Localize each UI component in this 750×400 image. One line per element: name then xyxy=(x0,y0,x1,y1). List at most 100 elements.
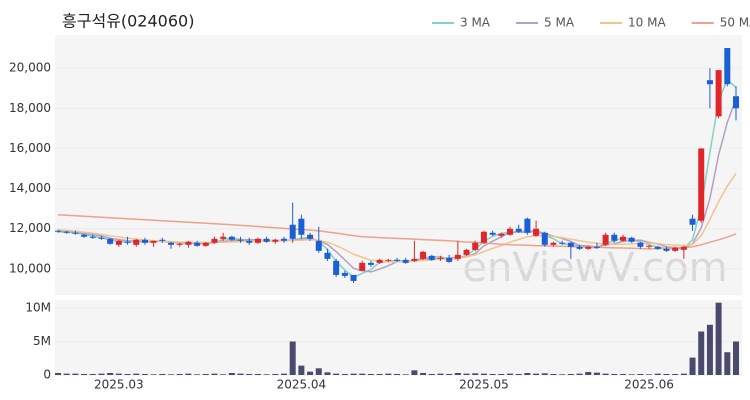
volume-bar xyxy=(446,373,453,375)
ma-line xyxy=(57,173,737,263)
volume-bar xyxy=(211,373,218,375)
candle-body xyxy=(298,218,305,235)
candle-body xyxy=(672,247,679,251)
volume-bar xyxy=(715,302,722,375)
volume-bar xyxy=(654,373,661,375)
volume-bar xyxy=(81,373,88,375)
y-tick-label: 18,000 xyxy=(9,101,51,115)
candle-body xyxy=(141,239,148,243)
candle-body xyxy=(420,251,427,259)
candle-body xyxy=(228,236,235,240)
volume-bar xyxy=(637,373,644,375)
volume-bar xyxy=(263,374,270,375)
volume-bar xyxy=(350,373,357,375)
candle-body xyxy=(168,242,174,245)
candle-body xyxy=(55,230,61,232)
volume-bar xyxy=(98,373,105,375)
volume-bar xyxy=(341,373,348,375)
volume-bar xyxy=(402,374,409,375)
volume-bar xyxy=(585,371,592,375)
volume-bar xyxy=(663,373,670,375)
legend-label: 3 MA xyxy=(460,16,491,30)
candle-body xyxy=(385,259,392,261)
candle-body xyxy=(176,243,183,245)
volume-bar xyxy=(315,368,322,375)
candle-body xyxy=(472,242,479,250)
volume-bar xyxy=(185,373,192,375)
candle-body xyxy=(654,246,661,249)
y-tick-label: 5M xyxy=(33,334,51,348)
candle-body xyxy=(376,259,383,263)
candle-body xyxy=(98,237,105,239)
y-tick-label: 10M xyxy=(25,301,51,315)
legend-label: 10 MA xyxy=(628,16,666,30)
volume-bar xyxy=(480,373,487,375)
candle-body xyxy=(680,246,687,250)
candle-body xyxy=(411,258,418,261)
candle-body xyxy=(446,257,453,262)
candle-body xyxy=(637,242,644,247)
candle-body xyxy=(559,242,566,244)
candle-body xyxy=(254,238,261,243)
volume-bar xyxy=(463,373,470,375)
volume-bar xyxy=(541,373,548,375)
candle-body xyxy=(367,262,374,265)
y-tick-label: 20,000 xyxy=(9,61,51,75)
volume-bar xyxy=(428,373,435,375)
candle-body xyxy=(576,246,583,249)
volume-bar xyxy=(176,373,183,375)
candle-body xyxy=(550,242,557,245)
candle-body xyxy=(437,257,444,259)
volume-bar xyxy=(385,373,392,375)
x-tick-label: 2025.03 xyxy=(94,378,144,392)
candle-body xyxy=(611,234,618,241)
volume-bar xyxy=(150,374,157,375)
candle-body xyxy=(63,231,70,233)
candle-body xyxy=(498,233,505,236)
volume-bar xyxy=(507,373,513,375)
candle-body xyxy=(133,239,140,245)
volume-bar xyxy=(620,373,626,375)
volume-bar xyxy=(246,373,253,375)
candle-body xyxy=(150,240,157,243)
volume-bar xyxy=(55,372,61,375)
volume-bar xyxy=(298,365,305,375)
volume-bar xyxy=(220,374,227,375)
volume-bar xyxy=(489,373,496,375)
candle-body xyxy=(315,240,322,251)
volume-bar xyxy=(533,373,540,375)
volume-bar xyxy=(376,373,383,375)
candle-body xyxy=(515,228,522,232)
volume-bar xyxy=(89,373,96,375)
volume-bar xyxy=(706,324,713,375)
volume-bar xyxy=(333,373,340,375)
x-tick-label: 2025.06 xyxy=(624,378,674,392)
candle-body xyxy=(706,80,713,85)
candle-body xyxy=(646,245,653,247)
candle-body xyxy=(533,228,540,236)
y-tick-label: 16,000 xyxy=(9,141,51,155)
candle-body xyxy=(724,48,731,85)
candle-body xyxy=(620,236,626,241)
y-tick-label: 10,000 xyxy=(9,261,51,275)
candle-body xyxy=(341,272,348,276)
candle-body xyxy=(593,246,600,248)
volume-bar xyxy=(194,374,201,375)
volume-bar xyxy=(559,374,566,375)
candle-body xyxy=(663,248,670,251)
candle-body xyxy=(715,70,722,117)
volume-bar xyxy=(724,352,731,375)
candle-body xyxy=(507,228,513,235)
chart-title: 흥구석유(024060) xyxy=(62,12,194,31)
candle-body xyxy=(237,239,244,241)
candle-body xyxy=(246,240,253,243)
volume-bar xyxy=(272,373,279,375)
volume-bar xyxy=(237,373,244,375)
volume-bar xyxy=(524,372,531,375)
candle-body xyxy=(289,224,296,239)
candle-body xyxy=(272,239,279,242)
y-tick-label: 14,000 xyxy=(9,181,51,195)
ma-line xyxy=(57,213,737,250)
candle-body xyxy=(333,260,340,275)
